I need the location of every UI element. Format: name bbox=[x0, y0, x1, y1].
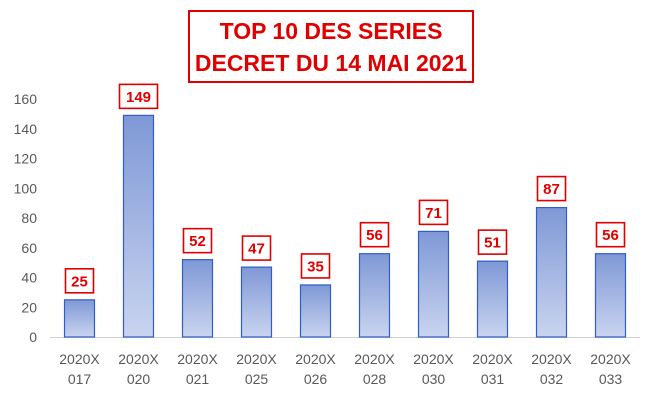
chart-title-line-2: DECRET DU 14 MAI 2021 bbox=[194, 49, 468, 76]
bar bbox=[181, 259, 214, 338]
data-label-box bbox=[418, 199, 449, 226]
data-label-text: 56 bbox=[602, 227, 619, 244]
data-label-box bbox=[118, 83, 159, 110]
bar bbox=[240, 266, 273, 338]
x-tick-label: 031 bbox=[481, 371, 505, 387]
bar bbox=[299, 284, 332, 338]
x-tick-label: 026 bbox=[304, 371, 328, 387]
x-tick-label: 2020X bbox=[590, 351, 631, 367]
data-label-box bbox=[241, 235, 272, 261]
bar bbox=[476, 260, 509, 338]
data-label-box bbox=[477, 229, 508, 255]
x-tick-label: 2020X bbox=[177, 351, 218, 367]
x-tick-label: 025 bbox=[245, 371, 269, 387]
y-axis: 0 20 40 60 80 100 120 140 160 bbox=[14, 91, 38, 345]
x-axis: 2020X 017 2020X 020 2020X 021 2020X 025 2020X 026… bbox=[50, 337, 640, 387]
data-label-text: 47 bbox=[248, 241, 265, 258]
data-labels: 25 149 52 47 35 56 71 51 87 56 bbox=[64, 83, 626, 294]
chart-title: TOP 10 DES SERIES DECRET DU 14 MAI 2021 bbox=[188, 10, 474, 83]
y-tick-label: 40 bbox=[21, 270, 37, 286]
x-tick-label: 032 bbox=[540, 371, 564, 387]
x-tick-label: 020 bbox=[127, 371, 151, 387]
data-label: 56 bbox=[595, 221, 626, 248]
x-tick-label: 2020X bbox=[413, 351, 454, 367]
data-label-text: 87 bbox=[543, 181, 560, 198]
data-label: 52 bbox=[182, 227, 213, 254]
data-label-text: 51 bbox=[484, 235, 501, 252]
y-tick-label: 0 bbox=[29, 329, 37, 345]
data-label: 149 bbox=[118, 83, 159, 110]
data-label: 25 bbox=[64, 268, 95, 294]
y-tick-label: 160 bbox=[14, 91, 38, 107]
x-tick-label: 2020X bbox=[295, 351, 336, 367]
bar bbox=[417, 230, 450, 338]
x-tick-label: 028 bbox=[363, 371, 387, 387]
x-tick-label: 017 bbox=[68, 371, 92, 387]
chart-title-line-1: TOP 10 DES SERIES bbox=[219, 17, 443, 44]
y-tick-label: 100 bbox=[14, 180, 38, 196]
data-label-box bbox=[64, 268, 95, 294]
data-label-box bbox=[536, 175, 567, 202]
y-tick-label: 60 bbox=[21, 240, 37, 256]
y-tick-label: 20 bbox=[21, 299, 37, 315]
bar bbox=[594, 253, 627, 338]
x-tick-label: 2020X bbox=[354, 351, 395, 367]
x-tick-label: 2020X bbox=[531, 351, 572, 367]
data-label-text: 71 bbox=[425, 205, 442, 222]
data-label-text: 35 bbox=[307, 258, 324, 275]
x-tick-label: 2020X bbox=[118, 351, 159, 367]
data-label: 51 bbox=[477, 229, 508, 255]
data-label: 47 bbox=[241, 235, 272, 261]
data-label-text: 52 bbox=[189, 233, 206, 250]
bars bbox=[63, 114, 627, 338]
data-label-box bbox=[182, 227, 213, 254]
data-label-text: 56 bbox=[366, 227, 383, 244]
data-label-text: 149 bbox=[126, 89, 151, 106]
x-tick-label: 030 bbox=[422, 371, 446, 387]
data-label-box bbox=[595, 221, 626, 248]
data-label: 87 bbox=[536, 175, 567, 202]
data-label: 71 bbox=[418, 199, 449, 226]
bar bbox=[358, 253, 391, 338]
data-label: 35 bbox=[300, 253, 331, 279]
y-tick-label: 140 bbox=[14, 121, 38, 137]
data-label-text: 25 bbox=[71, 273, 88, 290]
y-tick-label: 80 bbox=[21, 210, 37, 226]
bar bbox=[535, 206, 568, 338]
bar bbox=[63, 299, 96, 338]
bar bbox=[122, 114, 155, 338]
data-label-box bbox=[300, 253, 331, 279]
x-tick-label: 2020X bbox=[236, 351, 277, 367]
x-tick-label: 2020X bbox=[59, 351, 100, 367]
y-tick-label: 120 bbox=[14, 151, 38, 167]
x-tick-label: 021 bbox=[186, 371, 210, 387]
data-label-box bbox=[359, 221, 390, 248]
x-tick-label: 2020X bbox=[472, 351, 513, 367]
x-tick-label: 033 bbox=[599, 371, 623, 387]
data-label: 56 bbox=[359, 221, 390, 248]
